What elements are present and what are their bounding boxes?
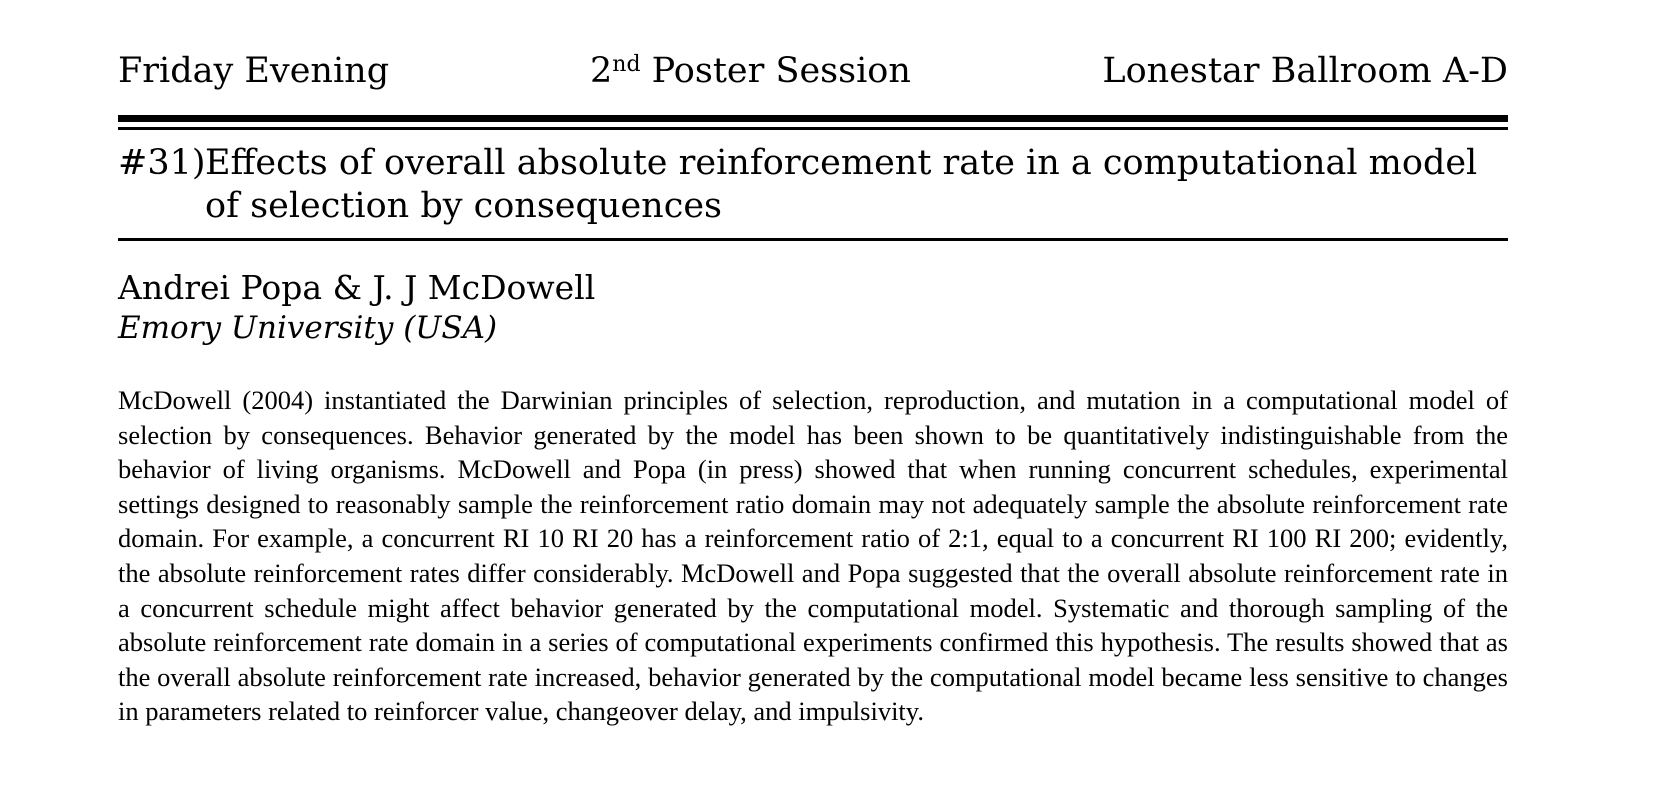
session-day: Friday Evening bbox=[118, 51, 390, 91]
session-location: Lonestar Ballroom A-D bbox=[1102, 51, 1508, 91]
poster-number: #31) bbox=[118, 143, 206, 183]
poster-title: Effects of overall absolute reinforcemen… bbox=[205, 143, 1478, 226]
session-ordinal: 2 bbox=[590, 51, 613, 91]
header-rule-thin bbox=[118, 127, 1508, 130]
affiliation: Emory University (USA) bbox=[118, 310, 498, 346]
session-name: 2nd Poster Session bbox=[590, 46, 911, 96]
session-name-text: Poster Session bbox=[640, 51, 911, 91]
abstract-text: McDowell (2004) instantiated the Darwini… bbox=[118, 385, 1508, 727]
session-header: Friday Evening 2nd Poster Session Lonest… bbox=[118, 46, 1508, 96]
header-rule-thick bbox=[118, 115, 1508, 122]
authors: Andrei Popa & J. J McDowell bbox=[118, 268, 596, 307]
session-ordinal-suffix: nd bbox=[612, 52, 641, 77]
title-rule bbox=[118, 238, 1508, 241]
